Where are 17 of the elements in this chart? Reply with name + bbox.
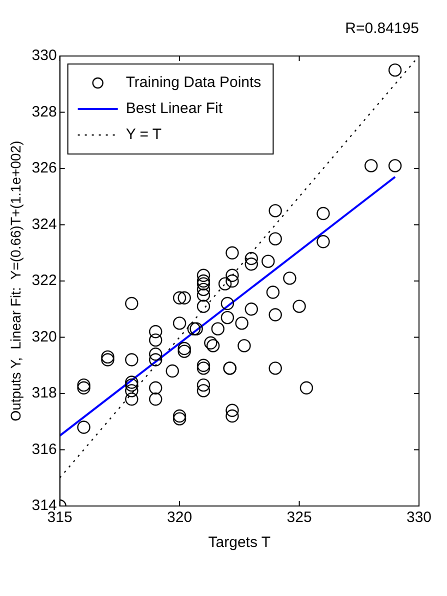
x-tick-label: 320: [167, 509, 192, 526]
y-tick-label: 316: [32, 440, 57, 458]
y-tick-label: 320: [32, 328, 57, 346]
legend-label: Best Linear Fit: [126, 100, 224, 118]
x-tick-label: 330: [406, 509, 432, 526]
y-tick-label: 328: [32, 103, 57, 120]
y-tick-label: 318: [32, 384, 57, 402]
x-tick-label: 325: [286, 509, 312, 526]
legend-label: Training Data Points: [126, 74, 262, 92]
y-tick-label: 324: [32, 216, 57, 233]
y-axis-title: Outputs Y, Linear Fit: Y=(0.66)T+(1.1e+002): [7, 140, 24, 422]
y-tick-label: 330: [32, 47, 57, 64]
chart-title: R=0.84195: [345, 20, 419, 38]
legend-label: Y = T: [126, 126, 162, 144]
y-tick-label: 326: [32, 160, 57, 177]
y-tick-label: 322: [32, 272, 57, 290]
x-axis-title: Targets T: [208, 534, 271, 552]
